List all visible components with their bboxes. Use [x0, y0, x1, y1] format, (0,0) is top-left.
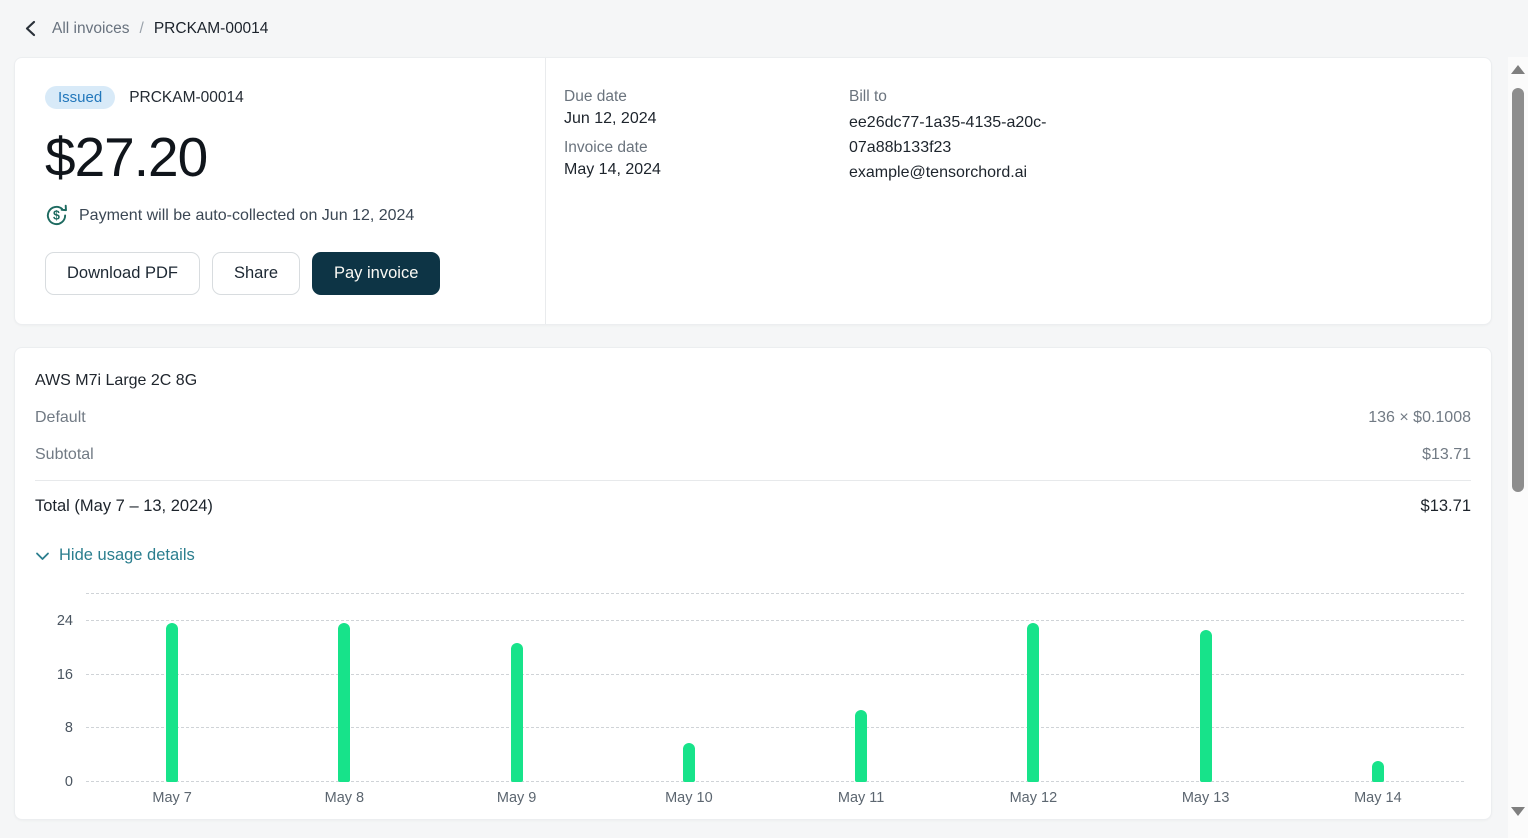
breadcrumb-all-invoices[interactable]: All invoices [52, 19, 130, 37]
total-label: Total (May 7 – 13, 2024) [35, 497, 213, 515]
chart-bar-may-9 [510, 643, 523, 782]
hide-usage-details-toggle[interactable]: Hide usage details [35, 546, 195, 565]
product-name: AWS M7i Large 2C 8G [35, 372, 198, 389]
chart-gridline [86, 781, 1464, 782]
chart-bar-may-14 [1371, 761, 1384, 782]
bill-to-column: Bill to ee26dc77-1a35-4135-a20c- 07a88b1… [849, 58, 1491, 324]
action-buttons: Download PDF Share Pay invoice [45, 252, 515, 295]
x-axis-tick-label: May 10 [665, 790, 713, 806]
x-axis-tick-label: May 12 [1009, 790, 1058, 806]
pay-invoice-button[interactable]: Pay invoice [312, 252, 441, 295]
due-date-value: Jun 12, 2024 [564, 110, 657, 127]
invoice-summary-card: Issued PRCKAM-00014 $27.20 $ Payment wil… [14, 57, 1492, 325]
bill-to-id-line2: 07a88b133f23 [849, 139, 952, 156]
x-axis-tick-label: May 7 [152, 790, 192, 806]
toggle-label: Hide usage details [59, 546, 195, 564]
breadcrumb: All invoices / PRCKAM-00014 [0, 0, 1528, 44]
chart-gridline [86, 593, 1464, 594]
chevron-left-icon [25, 20, 35, 37]
line-item-label: Default [35, 409, 86, 426]
line-items-card: AWS M7i Large 2C 8G Default 136 × $0.100… [14, 347, 1492, 820]
line-item-row: Subtotal $13.71 [35, 446, 1471, 464]
chart-bar-may-11 [855, 709, 868, 782]
bill-to-id-line1: ee26dc77-1a35-4135-a20c- [849, 114, 1047, 131]
y-axis-tick-label: 24 [56, 612, 73, 629]
scrollbar[interactable] [1508, 57, 1528, 838]
total-row: Total (May 7 – 13, 2024) $13.71 [35, 497, 1471, 516]
line-item-row: Default 136 × $0.1008 [35, 409, 1471, 427]
status-badge: Issued [45, 86, 116, 109]
share-button[interactable]: Share [211, 252, 300, 295]
total-value: $13.71 [1420, 497, 1471, 515]
download-pdf-button[interactable]: Download PDF [45, 252, 200, 295]
back-button[interactable] [18, 17, 42, 41]
invoice-summary-left: Issued PRCKAM-00014 $27.20 $ Payment wil… [15, 58, 546, 324]
y-axis-tick-label: 0 [64, 774, 73, 790]
x-axis-tick-label: May 11 [837, 790, 885, 806]
auto-collect-text: Payment will be auto-collected on Jun 12… [79, 206, 415, 224]
chart-bar-may-8 [338, 622, 351, 782]
line-item-value: 136 × $0.1008 [1368, 409, 1471, 426]
x-axis-tick-label: May 14 [1354, 790, 1402, 806]
invoice-dates-column: Due date Jun 12, 2024 Invoice date May 1… [546, 58, 849, 324]
invoice-amount: $27.20 [45, 126, 208, 188]
subtotal-value: $13.71 [1422, 446, 1471, 463]
x-axis-tick-label: May 8 [324, 790, 365, 806]
due-date-label: Due date [564, 88, 627, 105]
auto-collect-note: $ Payment will be auto-collected on Jun … [45, 204, 515, 227]
chart-bar-may-13 [1199, 630, 1212, 782]
scroll-thumb[interactable] [1512, 88, 1524, 492]
y-axis-tick-label: 8 [64, 720, 73, 737]
invoice-date-label: Invoice date [564, 139, 648, 156]
auto-pay-refresh-dollar-icon: $ [46, 204, 67, 226]
chart-bar-may-12 [1027, 622, 1040, 782]
chart-bar-may-7 [166, 622, 179, 782]
chart-plot-area: 0 8 16 24 May 7 May 8 May 9 May 10 May 11 May 12 M… [57, 593, 1464, 806]
invoice-number: PRCKAM-00014 [129, 88, 244, 106]
bill-to-email: example@tensorchord.ai [849, 164, 1028, 181]
breadcrumb-separator: / [139, 19, 144, 37]
invoice-date-value: May 14, 2024 [564, 161, 661, 178]
bill-to-label: Bill to [849, 88, 887, 105]
divider [35, 480, 1471, 481]
usage-chart: 0 8 16 24 May 7 May 8 May 9 May 10 May 11 May 12 M… [35, 592, 1471, 807]
x-axis-tick-label: May 13 [1181, 790, 1230, 806]
svg-text:$: $ [53, 209, 60, 223]
scroll-down-arrow[interactable] [1511, 807, 1525, 816]
chart-gridline [86, 727, 1464, 729]
x-axis-tick-label: May 9 [496, 790, 537, 806]
chart-bar-may-10 [682, 743, 695, 782]
chevron-down-icon [36, 552, 49, 560]
y-axis-tick-label: 16 [56, 666, 73, 683]
scroll-up-arrow[interactable] [1511, 65, 1525, 74]
subtotal-label: Subtotal [35, 446, 94, 463]
breadcrumb-current: PRCKAM-00014 [153, 19, 269, 37]
chart-gridline [86, 619, 1464, 621]
chart-gridline [86, 673, 1464, 675]
